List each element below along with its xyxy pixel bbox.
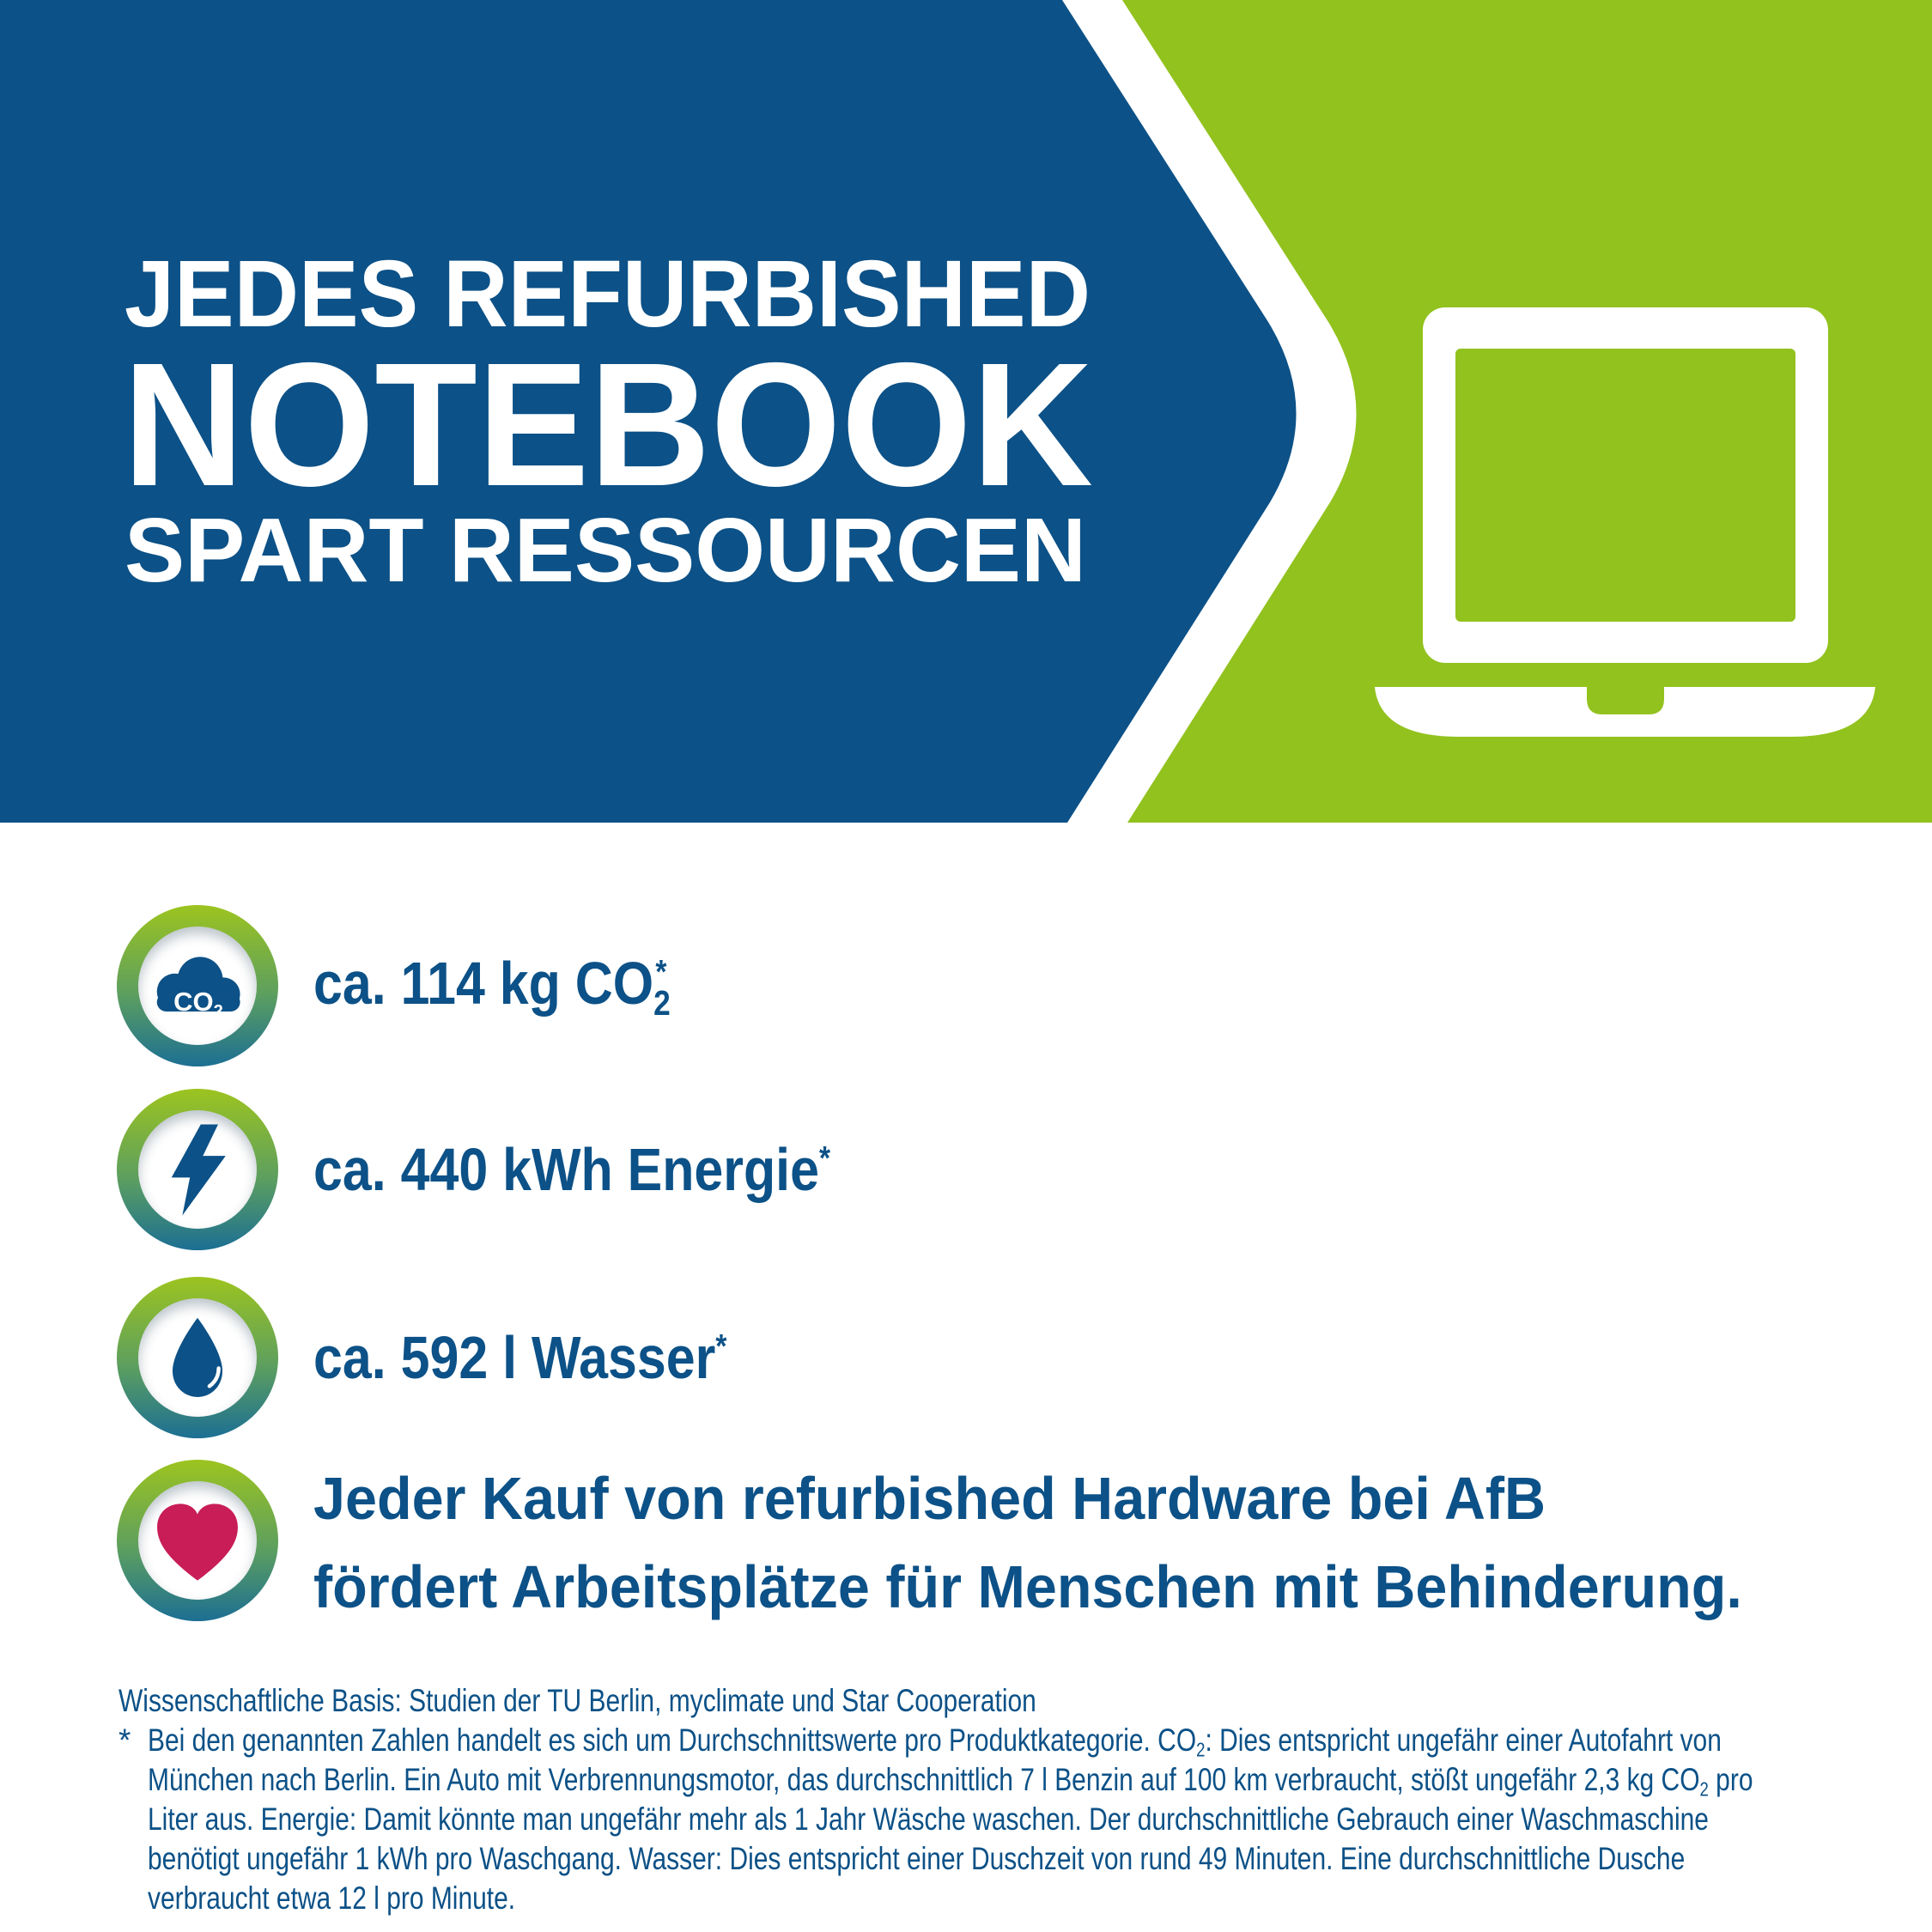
lightning-icon (171, 1124, 226, 1215)
banner: JEDES REFURBISHED NOTEBOOK SPART RESSOUR… (0, 0, 1932, 823)
footnote-source: Wissenschaftliche Basis: Studien der TU … (118, 1681, 1252, 1721)
stat-co2-value: ca. 114 kg CO2* (313, 949, 671, 1023)
impact-line1-text: Jeder Kauf von refurbished Hardware bei … (313, 1465, 1546, 1532)
footnote-line-1-text: Bei den genannten Zahlen handelt es sich… (148, 1722, 1722, 1761)
badge-energy (117, 1089, 278, 1250)
blue-arrow-banner (0, 0, 1297, 823)
footnote-asterisk: * (118, 1722, 131, 1758)
badge-heart-inner (138, 1481, 257, 1600)
impact-line2: fördert Arbeitsplätze für Menschen mit B… (313, 1552, 1817, 1621)
stat-water: ca. 592 l Wasser* (313, 1310, 788, 1405)
badge-co2: CO2 (117, 905, 278, 1066)
laptop-icon (1375, 307, 1875, 737)
footnote-line-2: München nach Berlin. Ein Auto mit Verbre… (148, 1760, 1932, 1808)
svg-text:CO2: CO2 (173, 987, 223, 1021)
heart-icon (157, 1503, 238, 1581)
badge-heart (117, 1460, 278, 1621)
badge-energy-inner (138, 1110, 257, 1229)
footnote-line-5: verbraucht etwa 12 l pro Minute. (148, 1879, 602, 1918)
water-drop-icon (172, 1317, 223, 1397)
headline-line1: JEDES REFURBISHED (125, 241, 1091, 347)
footnote-line-1: Bei den genannten Zahlen handelt es sich… (148, 1721, 1932, 1769)
footnote-source-text: Wissenschaftliche Basis: Studien der TU … (118, 1683, 1036, 1718)
impact-line1: Jeder Kauf von refurbished Hardware bei … (313, 1464, 1611, 1533)
headline-line3: SPART RESSOURCEN (125, 500, 1086, 601)
footnote-line-3: Liter aus. Energie: Damit könnte man ung… (148, 1800, 1932, 1839)
badge-co2-inner: CO2 (138, 927, 257, 1045)
stat-co2: ca. 114 kg CO2* (313, 939, 720, 1033)
footnote-line-4-text: benötigt ungefähr 1 kWh pro Waschgang. W… (148, 1841, 1686, 1876)
badge-water (117, 1277, 278, 1438)
badge-water-inner (138, 1298, 257, 1417)
stat-energy-value: ca. 440 kWh Energie* (313, 1136, 830, 1203)
co2-cloud-icon: CO2 (156, 956, 240, 1021)
footnote-line-5-text: verbraucht etwa 12 l pro Minute. (148, 1880, 516, 1916)
footnote-line-2-text: München nach Berlin. Ein Auto mit Verbre… (148, 1762, 1753, 1801)
footnote-line-4: benötigt ungefähr 1 kWh pro Waschgang. W… (148, 1839, 1932, 1879)
footnote-line-3-text: Liter aus. Energie: Damit könnte man ung… (148, 1801, 1709, 1837)
headline-line2: NOTEBOOK (123, 326, 1093, 523)
stat-water-value: ca. 592 l Wasser* (313, 1324, 727, 1391)
impact-line2-text: fördert Arbeitsplätze für Menschen mit B… (313, 1553, 1742, 1620)
stat-energy: ca. 440 kWh Energie* (313, 1122, 908, 1217)
